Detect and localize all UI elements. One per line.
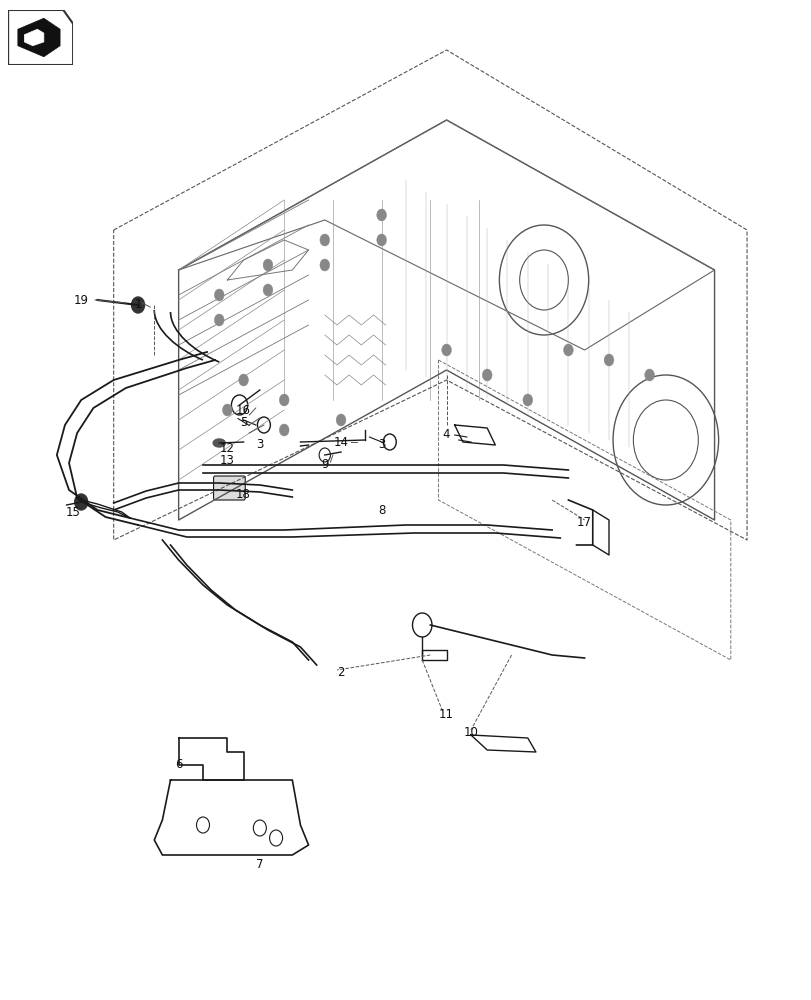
Text: 5: 5 (239, 416, 247, 428)
Circle shape (644, 369, 654, 381)
Text: 1: 1 (134, 298, 142, 312)
Text: 6: 6 (174, 758, 182, 772)
Text: 8: 8 (377, 504, 385, 516)
Text: 11: 11 (439, 708, 453, 722)
Text: 19: 19 (74, 294, 88, 306)
Polygon shape (24, 29, 44, 46)
Text: 14: 14 (333, 436, 348, 448)
Text: 16: 16 (236, 403, 251, 416)
Circle shape (603, 354, 613, 366)
Circle shape (320, 259, 329, 271)
Text: 3: 3 (255, 438, 264, 452)
Text: 2: 2 (337, 666, 345, 678)
Circle shape (75, 494, 88, 510)
Circle shape (376, 209, 386, 221)
Circle shape (336, 414, 345, 426)
Ellipse shape (212, 439, 225, 447)
Text: 17: 17 (577, 516, 591, 530)
Polygon shape (18, 18, 60, 57)
Circle shape (263, 259, 272, 271)
Circle shape (376, 234, 386, 246)
Text: 10: 10 (463, 726, 478, 738)
Circle shape (482, 369, 491, 381)
Circle shape (263, 284, 272, 296)
Circle shape (320, 234, 329, 246)
Circle shape (279, 424, 289, 436)
Circle shape (238, 374, 248, 386)
Text: 3: 3 (377, 438, 385, 452)
FancyBboxPatch shape (213, 476, 245, 500)
Circle shape (222, 404, 232, 416)
Circle shape (131, 297, 144, 313)
Circle shape (214, 314, 224, 326)
Text: 18: 18 (236, 488, 251, 502)
Circle shape (522, 394, 532, 406)
Text: 9: 9 (320, 458, 328, 472)
Circle shape (441, 344, 451, 356)
Text: 13: 13 (220, 454, 234, 466)
Circle shape (279, 394, 289, 406)
Circle shape (214, 289, 224, 301)
Text: 15: 15 (66, 506, 80, 518)
Text: 12: 12 (220, 442, 234, 454)
Text: 7: 7 (255, 858, 264, 871)
Text: 4: 4 (442, 428, 450, 442)
Circle shape (563, 344, 573, 356)
